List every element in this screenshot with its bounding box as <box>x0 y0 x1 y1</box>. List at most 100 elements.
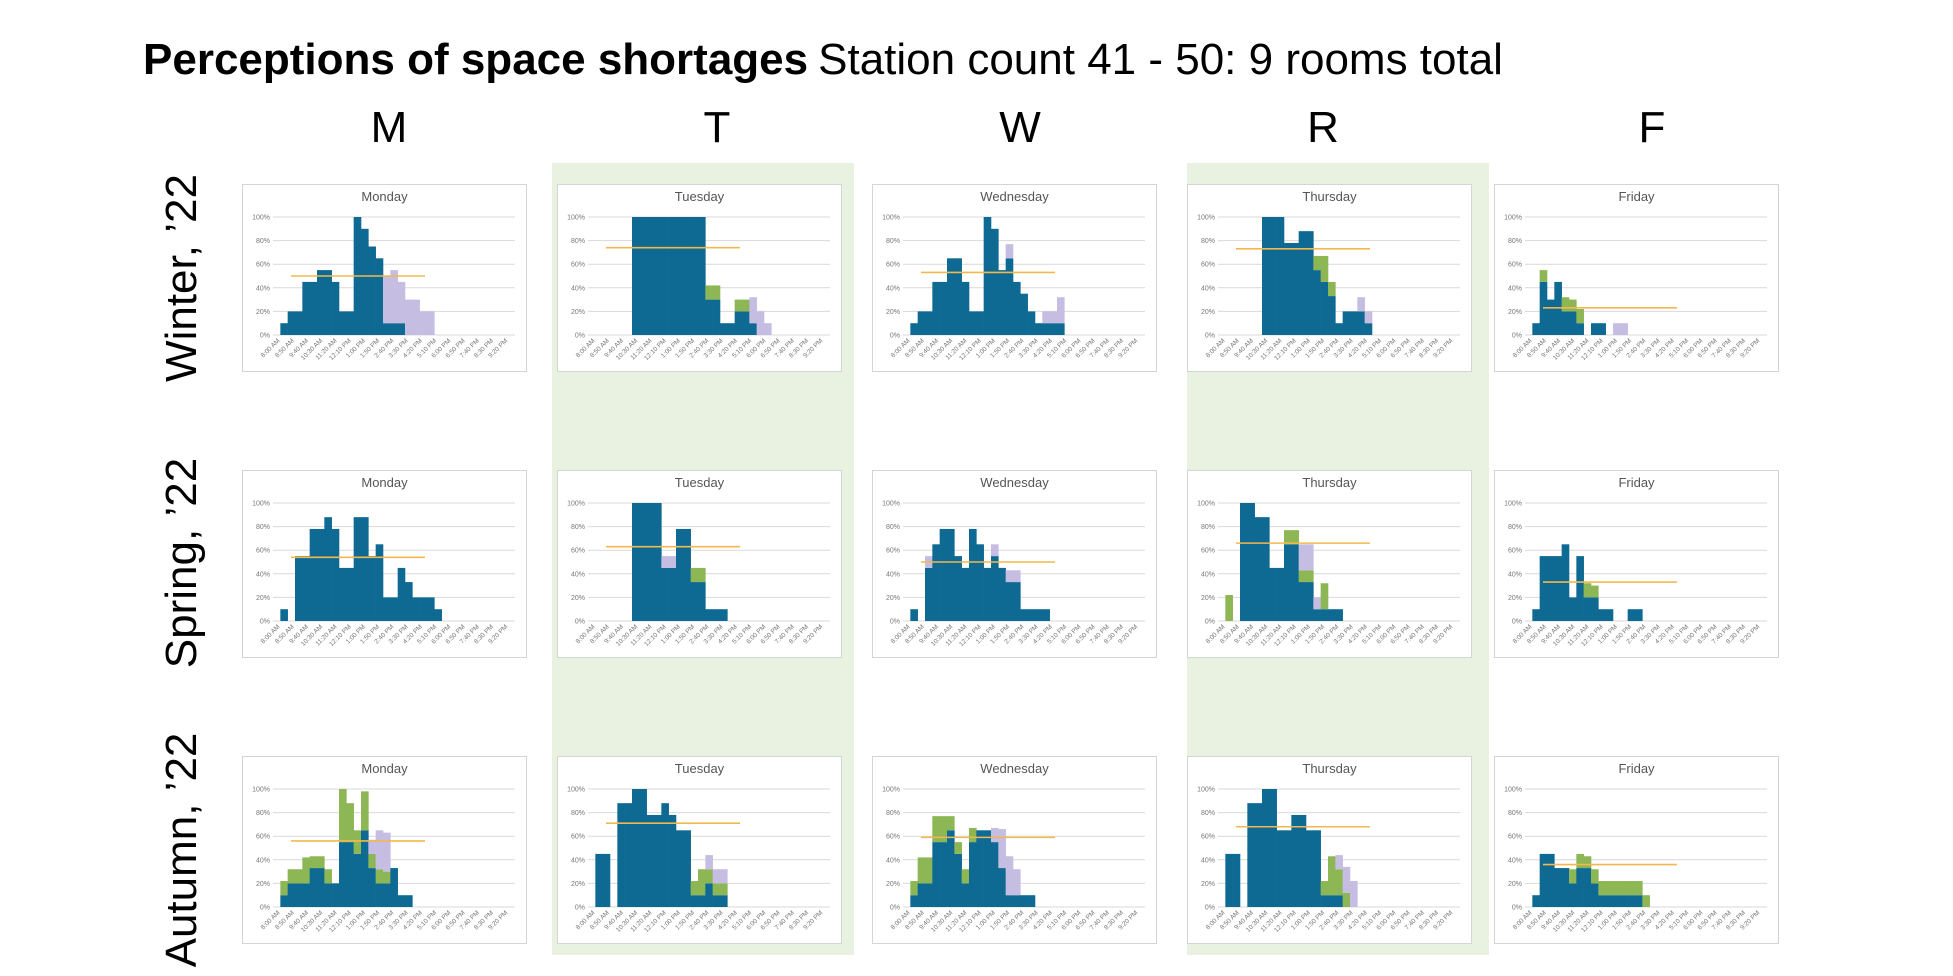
y-tick-label: 20% <box>571 595 585 602</box>
blue-segment <box>361 228 369 335</box>
blue-segment <box>646 503 655 621</box>
blue-segment <box>1269 567 1277 621</box>
blue-segment <box>280 323 288 335</box>
blue-segment <box>617 803 625 907</box>
blue-segment <box>1035 609 1043 621</box>
blue-segment <box>1598 895 1606 907</box>
blue-segment <box>976 311 984 335</box>
blue-segment <box>705 609 713 621</box>
blue-segment <box>1605 895 1614 907</box>
green-segment <box>939 816 948 843</box>
blue-segment <box>1583 868 1592 907</box>
lavender-segment <box>412 299 420 335</box>
blue-segment <box>309 868 318 907</box>
y-tick-label: 0% <box>1205 619 1215 626</box>
lavender-segment <box>368 839 376 854</box>
y-tick-label: 100% <box>567 787 585 794</box>
y-tick-label: 40% <box>1201 857 1215 864</box>
green-segment <box>309 856 318 869</box>
blue-segment <box>390 597 398 621</box>
y-tick-label: 40% <box>886 285 900 292</box>
season-label-autumn: Autumn, ’22 <box>157 732 206 968</box>
y-tick-label: 0% <box>575 619 585 626</box>
green-segment <box>1225 595 1233 621</box>
y-tick-label: 40% <box>1201 285 1215 292</box>
chart-svg: 0%20%40%60%80%100%8:00 AM8:50 AM9:40 AM1… <box>1197 215 1460 362</box>
lavender-segment <box>991 827 999 843</box>
lavender-segment <box>405 299 413 335</box>
blue-segment <box>1547 556 1555 621</box>
green-segment <box>690 881 699 896</box>
blue-segment <box>661 803 669 907</box>
blue-segment <box>361 830 369 907</box>
y-tick-label: 100% <box>252 501 270 508</box>
blue-segment <box>998 868 1006 907</box>
blue-segment <box>705 299 713 335</box>
lavender-segment <box>1342 866 1351 893</box>
blue-segment <box>632 789 640 907</box>
title-bold: Perceptions of space shortages <box>143 35 809 84</box>
y-tick-label: 80% <box>1508 524 1522 531</box>
y-tick-label: 0% <box>1512 905 1522 912</box>
chart-title: Thursday <box>1302 761 1357 776</box>
green-segment <box>742 299 750 312</box>
green-segment <box>1569 869 1577 884</box>
y-tick-label: 20% <box>1201 881 1215 888</box>
green-segment <box>705 285 713 300</box>
blue-segment <box>954 853 962 907</box>
blue-segment <box>1561 311 1570 335</box>
blue-segment <box>1561 868 1570 907</box>
blue-segment <box>983 830 992 907</box>
blue-segment <box>910 609 918 621</box>
green-segment <box>1284 530 1292 545</box>
lavender-segment <box>1049 311 1058 324</box>
lavender-segment <box>661 556 669 568</box>
lavender-segment <box>383 832 391 872</box>
green-segment <box>1605 881 1614 896</box>
day-header-w: W <box>999 103 1041 152</box>
blue-segment <box>1013 281 1021 335</box>
blue-segment <box>339 311 347 335</box>
green-segment <box>954 842 962 854</box>
blue-segment <box>397 895 406 907</box>
blue-segment <box>1291 544 1299 621</box>
chart-title: Friday <box>1618 761 1655 776</box>
blue-segment <box>720 895 728 907</box>
blue-segment <box>1620 895 1628 907</box>
blue-segment <box>390 323 398 335</box>
blue-segment <box>947 528 955 621</box>
blue-segment <box>1313 270 1321 335</box>
lavender-segment <box>1620 323 1628 335</box>
green-segment <box>1627 881 1636 896</box>
blue-segment <box>1554 556 1562 621</box>
blue-segment <box>961 567 970 621</box>
lavender-segment <box>998 829 1006 869</box>
season-label-spring: Spring, ’22 <box>157 457 206 669</box>
blue-segment <box>1013 582 1021 621</box>
blue-segment <box>1598 323 1606 335</box>
blue-segment <box>1357 311 1365 335</box>
lavender-segment <box>1335 855 1343 870</box>
y-tick-label: 40% <box>1201 571 1215 578</box>
day-header-m: M <box>370 103 408 152</box>
blue-segment <box>998 567 1006 621</box>
y-tick-label: 100% <box>567 501 585 508</box>
green-segment <box>1320 255 1329 282</box>
green-segment <box>925 857 933 884</box>
blue-segment <box>1539 556 1548 621</box>
y-tick-label: 60% <box>1201 834 1215 841</box>
chart-svg: 0%20%40%60%80%100%8:00 AM8:50 AM9:40 AM1… <box>252 215 515 362</box>
y-tick-label: 0% <box>1512 619 1522 626</box>
green-segment <box>1591 585 1599 598</box>
blue-segment <box>954 556 962 621</box>
blue-segment <box>1057 323 1065 335</box>
blue-segment <box>1547 853 1555 907</box>
green-segment <box>1291 530 1299 545</box>
blue-segment <box>1020 293 1028 335</box>
y-tick-label: 80% <box>1201 524 1215 531</box>
blue-segment <box>1247 803 1255 907</box>
blue-segment <box>1005 895 1014 907</box>
blue-segment <box>419 597 428 621</box>
blue-segment <box>1284 544 1292 621</box>
blue-segment <box>1569 597 1577 621</box>
